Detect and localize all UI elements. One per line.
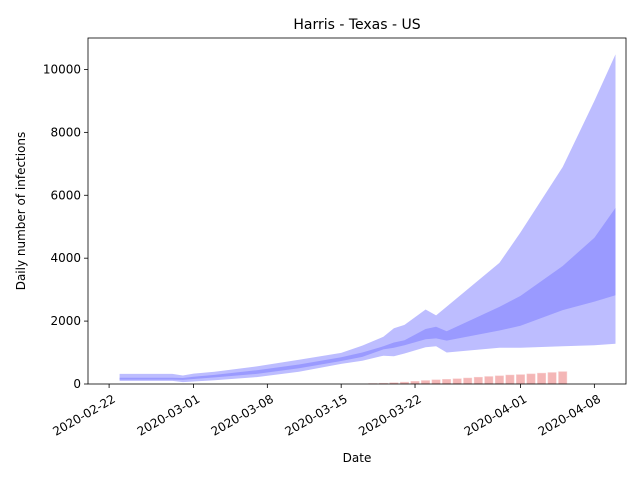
observed-bar bbox=[505, 374, 515, 385]
y-tick-label: 8000 bbox=[50, 125, 81, 139]
x-tick-label: 2020-03-22 bbox=[356, 392, 423, 439]
bars-layer bbox=[368, 371, 568, 385]
bands-layer bbox=[119, 54, 616, 383]
x-tick-label: 2020-03-08 bbox=[209, 392, 276, 439]
x-tick-label: 2020-03-01 bbox=[135, 392, 202, 439]
y-tick-label: 6000 bbox=[50, 188, 81, 202]
y-tick-label: 0 bbox=[73, 377, 81, 391]
y-tick-label: 2000 bbox=[50, 314, 81, 328]
x-axis: 2020-02-22 2020-03-01 2020-03-08 2020-03-15… bbox=[50, 384, 603, 439]
observed-bar bbox=[463, 377, 473, 385]
y-tick-label: 4000 bbox=[50, 251, 81, 265]
observed-bar bbox=[547, 372, 557, 385]
y-axis-label: Daily number of infections bbox=[14, 132, 28, 291]
x-axis-label: Date bbox=[343, 451, 372, 465]
observed-bar bbox=[526, 373, 536, 385]
observed-bar bbox=[410, 381, 420, 385]
observed-bar bbox=[537, 372, 547, 385]
observed-bar bbox=[431, 379, 441, 385]
y-tick-label: 10000 bbox=[43, 62, 81, 76]
observed-bar bbox=[473, 376, 483, 385]
x-tick-label: 2020-02-22 bbox=[50, 392, 117, 439]
observed-bar bbox=[558, 371, 568, 385]
observed-bar bbox=[516, 374, 525, 385]
x-tick-label: 2020-04-01 bbox=[462, 392, 529, 439]
plot-area bbox=[87, 37, 627, 385]
x-tick-label: 2020-04-08 bbox=[536, 392, 603, 439]
chart-title: Harris - Texas - US bbox=[293, 17, 420, 33]
outer-interval-band bbox=[119, 54, 616, 383]
plot-frame bbox=[87, 37, 627, 385]
observed-bar bbox=[484, 376, 494, 385]
y-axis: 0 2000 4000 6000 8000 10000 bbox=[43, 62, 88, 391]
x-tick-label: 2020-03-15 bbox=[282, 392, 349, 439]
observed-bar bbox=[452, 378, 462, 385]
observed-bar bbox=[494, 375, 504, 385]
observed-bar bbox=[442, 379, 452, 385]
observed-bar bbox=[421, 380, 430, 385]
